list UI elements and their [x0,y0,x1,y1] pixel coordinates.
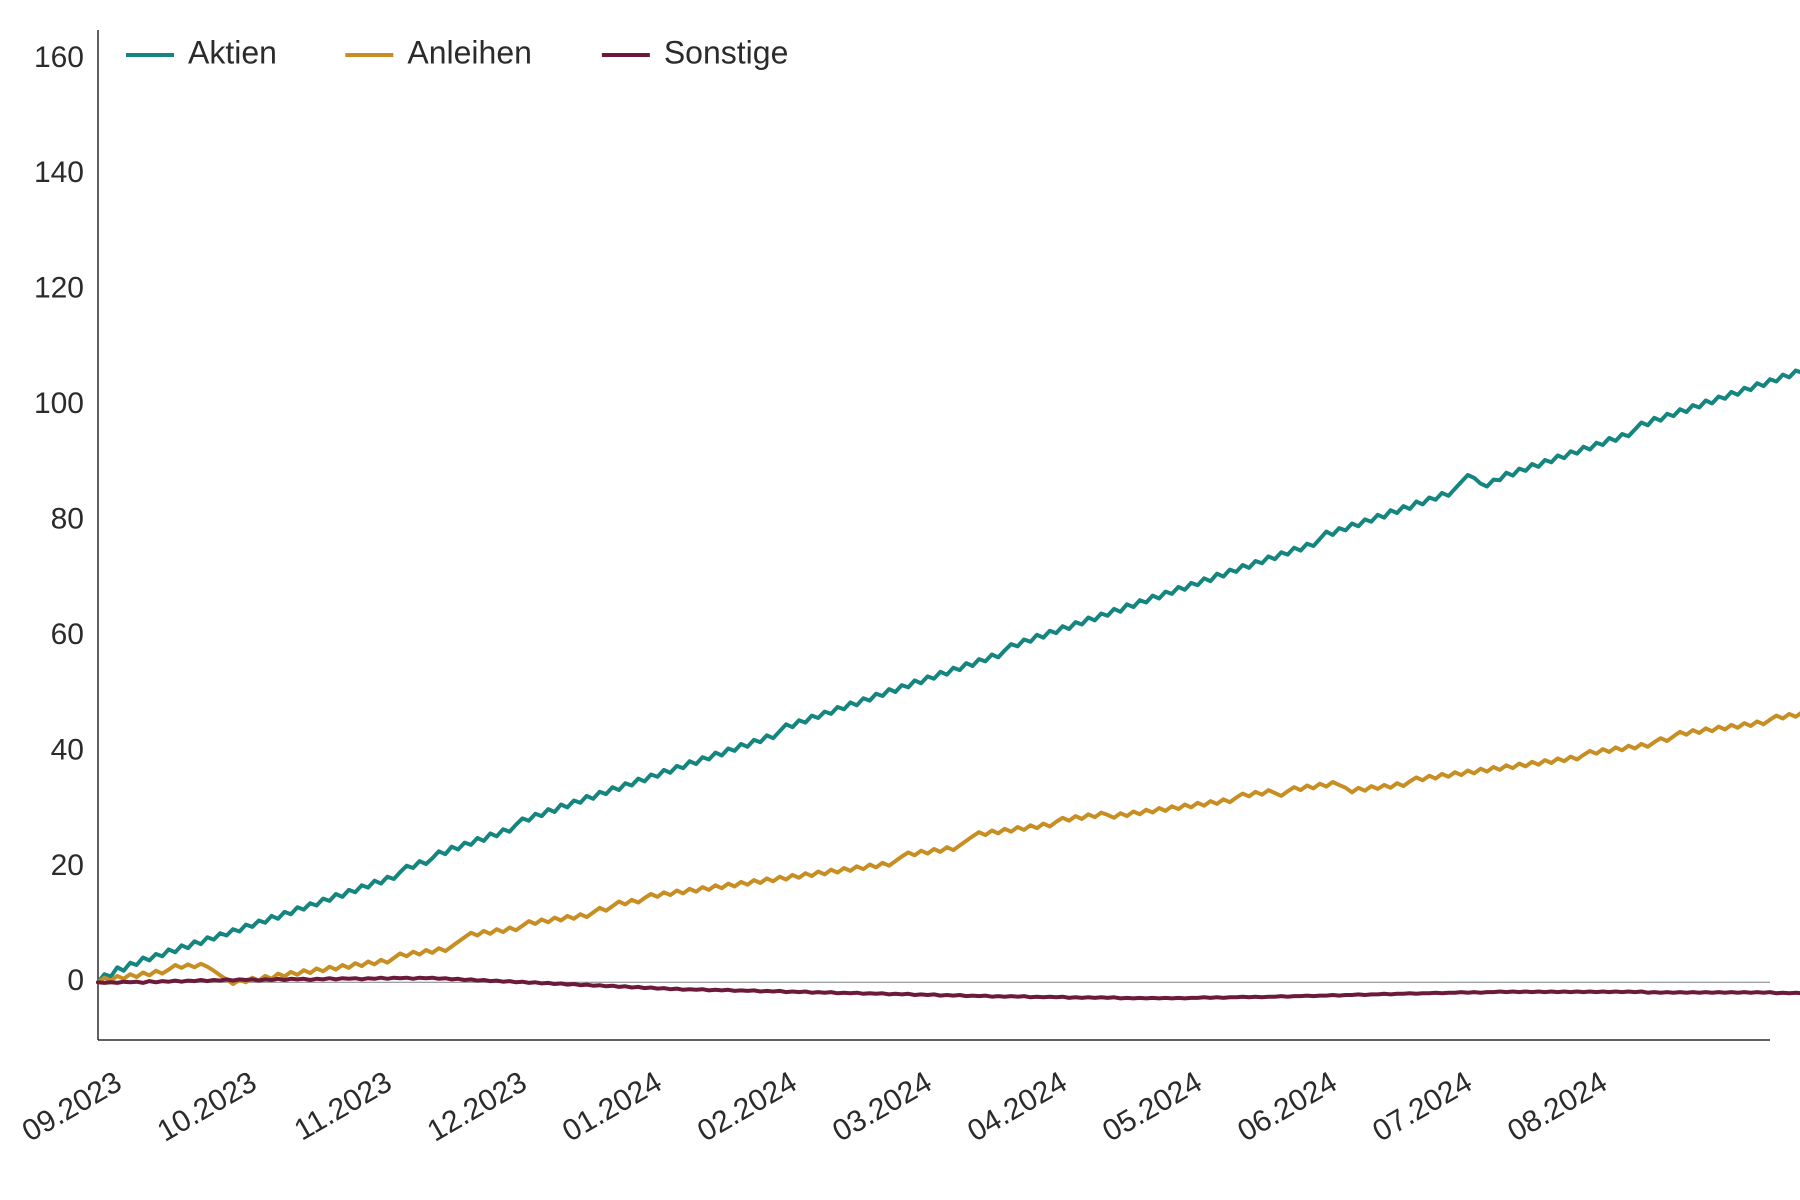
y-tick-label: 160 [34,41,84,74]
y-tick-label: 100 [34,387,84,420]
y-tick-label: 60 [51,618,84,651]
x-tick-label: 11.2023 [289,1065,397,1147]
y-tick-label: 0 [67,964,84,997]
y-tick-label: 80 [51,502,84,535]
legend-label: Aktien [188,34,277,70]
x-tick-label: 07.2024 [1367,1065,1477,1148]
x-tick-label: 12.2023 [422,1065,532,1148]
y-tick-label: 120 [34,272,84,305]
x-tick-label: 06.2024 [1232,1065,1342,1148]
x-tick-label: 08.2024 [1502,1065,1612,1148]
y-tick-label: 20 [51,849,84,882]
x-tick-label: 10.2023 [152,1065,262,1148]
x-tick-label: 02.2024 [692,1065,802,1148]
x-tick-label: 09.2023 [17,1065,127,1148]
x-tick-label: 01.2024 [557,1065,667,1148]
line-chart: 0 20 40 60 80 100 120 140 160 09.2023 10.2023 11.20… [0,0,1800,1200]
legend-label: Anleihen [407,34,532,70]
x-tick-label: 04.2024 [962,1065,1072,1148]
series-anleihen [98,590,1800,984]
series-aktien [98,65,1800,983]
x-tick-label: 03.2024 [827,1065,937,1148]
legend-label: Sonstige [664,34,789,70]
series-sonstige [98,978,1800,999]
y-tick-label: 40 [51,733,84,766]
y-tick-label: 140 [34,156,84,189]
x-tick-label: 05.2024 [1097,1065,1207,1148]
